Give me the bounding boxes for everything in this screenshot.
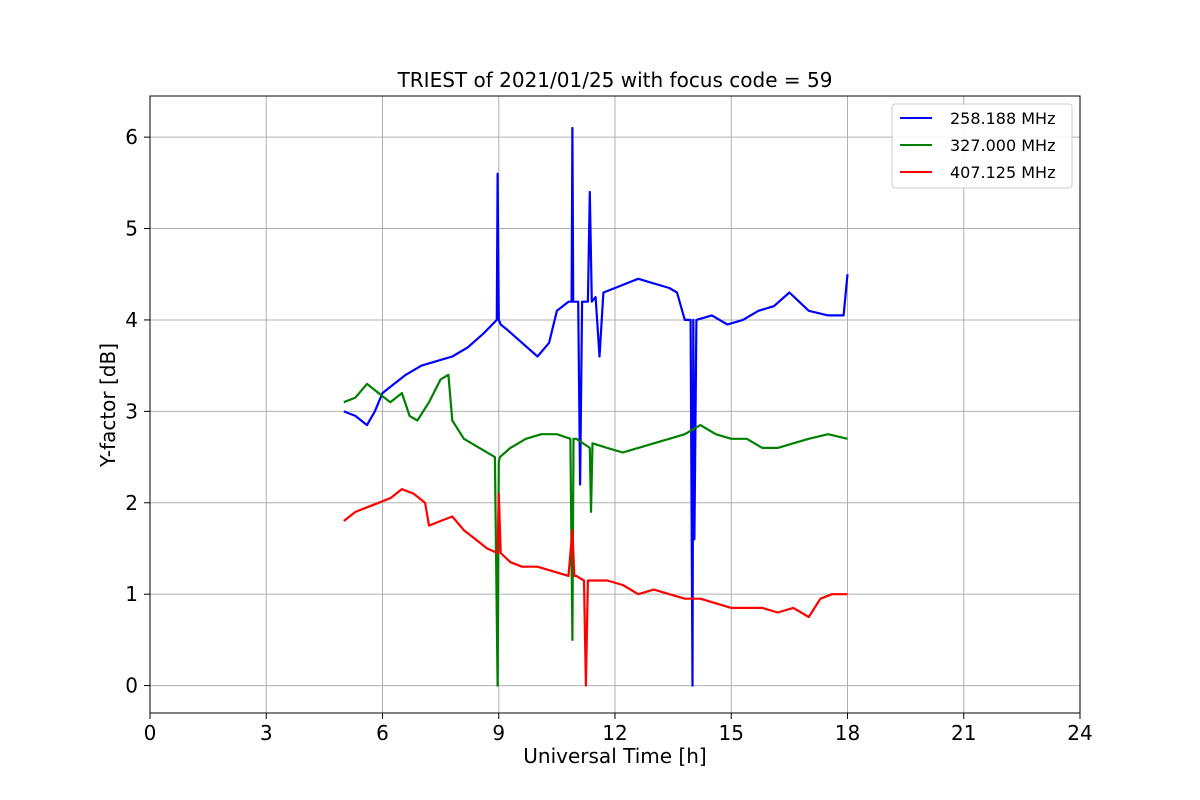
legend-label-258: 258.188 MHz [950, 109, 1055, 128]
x-tick-label: 21 [951, 721, 976, 745]
x-tick-label: 15 [719, 721, 744, 745]
legend: 258.188 MHz 327.000 MHz 407.125 MHz [891, 103, 1073, 189]
legend-label-407: 407.125 MHz [950, 163, 1055, 182]
chart-title: TRIEST of 2021/01/25 with focus code = 5… [397, 68, 833, 92]
y-axis-title: Y-factor [dB] [96, 343, 120, 468]
y-tick-label: 1 [125, 582, 138, 606]
series-line-0 [343, 126, 849, 687]
x-tick-label: 0 [144, 721, 157, 745]
x-tick-label: 3 [260, 721, 273, 745]
y-tick-label: 5 [125, 217, 138, 241]
y-tick-label: 6 [125, 125, 138, 149]
x-tick-label: 24 [1067, 721, 1092, 745]
y-axis-ticks: 0 1 2 3 4 5 6 [125, 125, 150, 698]
legend-box [891, 103, 1073, 189]
series-lines [343, 126, 849, 687]
series-line-2 [343, 488, 848, 687]
y-tick-label: 3 [125, 399, 138, 423]
legend-label-327: 327.000 MHz [950, 136, 1055, 155]
x-tick-label: 18 [835, 721, 860, 745]
x-tick-label: 12 [602, 721, 627, 745]
y-tick-label: 0 [125, 674, 138, 698]
x-tick-label: 9 [492, 721, 505, 745]
x-tick-label: 6 [376, 721, 389, 745]
x-axis-title: Universal Time [h] [523, 744, 706, 768]
series-line-1 [343, 373, 848, 687]
y-tick-label: 2 [125, 491, 138, 515]
y-tick-label: 4 [125, 308, 138, 332]
x-axis-ticks: 0 3 6 9 12 15 18 21 24 [144, 713, 1093, 745]
grid [149, 96, 1081, 713]
